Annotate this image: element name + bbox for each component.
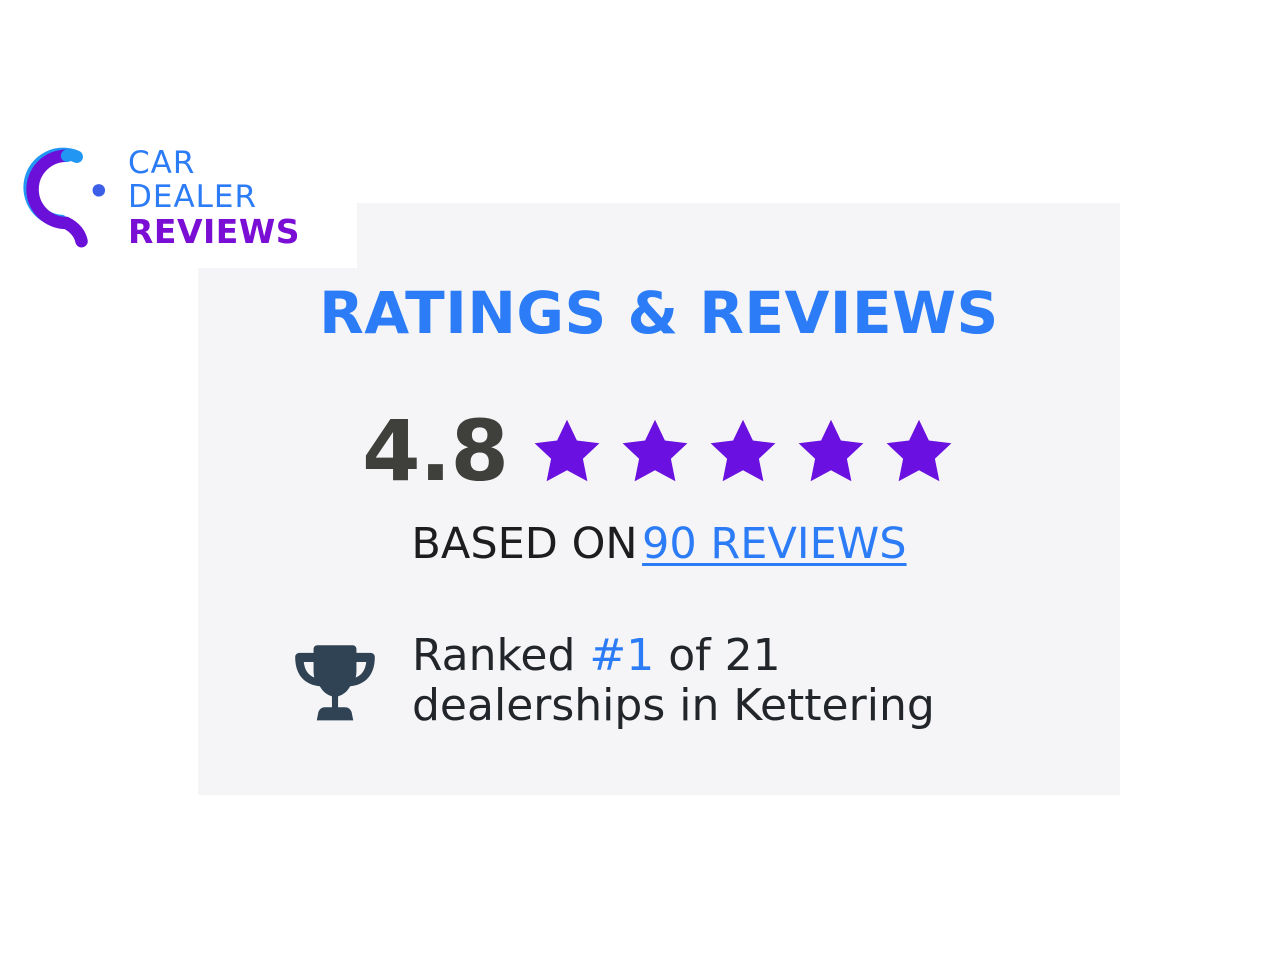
brand-line-dealer: DEALER [128, 179, 258, 215]
based-on-label: BASED ON [411, 519, 638, 569]
rank-prefix: Ranked [412, 630, 590, 681]
based-on-row: BASED ON 90 REVIEWS [198, 519, 1120, 569]
ratings-reviews-card: RATINGS & REVIEWS 4.8 [198, 203, 1120, 795]
star-icon [886, 419, 952, 482]
star-icon [622, 419, 688, 482]
rating-summary-row: 4.8 [198, 409, 1120, 493]
brand-wordmark: CAR DEALER REVIEWS [128, 146, 300, 250]
trophy-icon [295, 645, 375, 721]
dealership-rank-row: Ranked #1 of 21 dealerships in Kettering [286, 631, 935, 735]
brand-line-car: CAR [128, 145, 196, 181]
reviews-count-link[interactable]: 90 REVIEWS [642, 519, 907, 569]
page-title: RATINGS & REVIEWS [319, 279, 999, 347]
rank-position: #1 [589, 630, 655, 681]
star-icon [710, 419, 776, 482]
star-rating [530, 415, 956, 487]
rating-score: 4.8 [362, 402, 509, 500]
brand-logo[interactable]: CAR DEALER REVIEWS [0, 128, 357, 268]
star-icon [798, 419, 864, 482]
circular-q-logo-mark-icon [23, 147, 106, 248]
rank-text: Ranked #1 of 21 dealerships in Kettering [412, 631, 935, 731]
brand-line-reviews: REVIEWS [128, 212, 300, 251]
rank-suffix: dealerships in Kettering [412, 680, 935, 731]
card-content: RATINGS & REVIEWS 4.8 [198, 203, 1120, 795]
star-icon [534, 419, 600, 482]
rank-middle: of 21 [654, 630, 781, 681]
